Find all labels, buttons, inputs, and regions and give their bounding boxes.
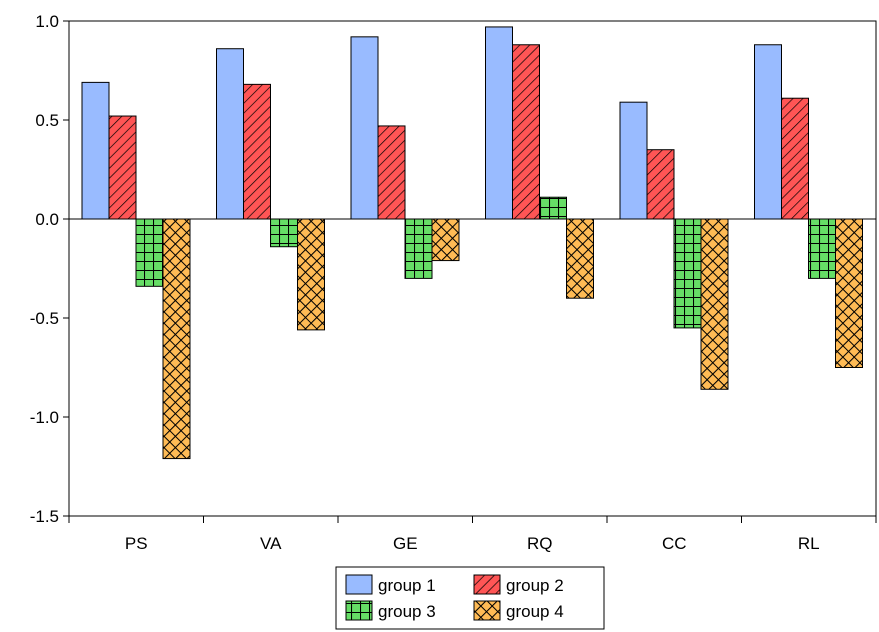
bar-rq-group-1 [485,26,513,220]
y-tick-label: 0.0 [35,210,59,229]
bar-ge-group-2 [377,125,406,220]
bar-cc-group-1 [619,101,648,220]
bar-va-group-2 [243,83,271,220]
bar-cc-group-3 [673,218,702,329]
y-tick-label: 0.5 [35,111,59,130]
bar-ge-group-4 [431,218,460,262]
bar-cc-group-2 [646,149,675,220]
legend-label-group-1: group 1 [378,576,436,595]
x-axis: PS VA GE RQ CC RL [68,516,877,553]
y-tick-label: -1.5 [30,507,59,526]
bar-rq-group-4 [566,218,594,299]
legend-label-group-4: group 4 [506,602,564,621]
y-axis: 1.0 0.5 0.0 -0.5 -1.0 -1.5 [30,12,69,526]
bar-ge-group-1 [350,36,379,220]
y-tick-label: -1.0 [30,408,59,427]
legend-swatch-group-3 [345,600,373,621]
legend-swatch-group-2 [473,574,501,595]
bar-rl-group-2 [781,97,809,220]
x-tick-label-rl: RL [798,534,820,553]
bar-va-group-1 [216,48,244,220]
legend-swatch-group-4 [473,600,501,621]
bar-ps-group-1 [81,81,110,220]
bars [81,26,863,460]
bar-ps-group-2 [108,115,137,220]
legend-box [335,566,605,630]
bar-rq-group-3 [539,196,567,220]
x-tick-label-ps: PS [125,534,148,553]
bar-va-group-3 [270,218,298,248]
bar-ps-group-3 [135,218,164,287]
bar-cc-group-4 [700,218,729,390]
y-tick-label: 1.0 [35,12,59,31]
bar-va-group-4 [297,218,325,331]
x-tick-label-va: VA [260,534,282,553]
legend-label-group-2: group 2 [506,576,564,595]
y-tick-label: -0.5 [30,309,59,328]
bar-rl-group-4 [835,218,863,368]
bar-rl-group-3 [808,218,836,279]
legend-label-group-3: group 3 [378,602,436,621]
x-tick-label-ge: GE [393,534,418,553]
bar-rl-group-1 [754,44,782,220]
x-tick-label-cc: CC [662,534,687,553]
bar-ge-group-3 [404,218,433,279]
x-tick-label-rq: RQ [527,534,553,553]
bar-rq-group-2 [512,44,540,220]
legend: group 1 group 2 group 3 group 4 [335,566,605,630]
legend-swatch-group-1 [345,574,373,595]
bar-ps-group-4 [162,218,191,460]
